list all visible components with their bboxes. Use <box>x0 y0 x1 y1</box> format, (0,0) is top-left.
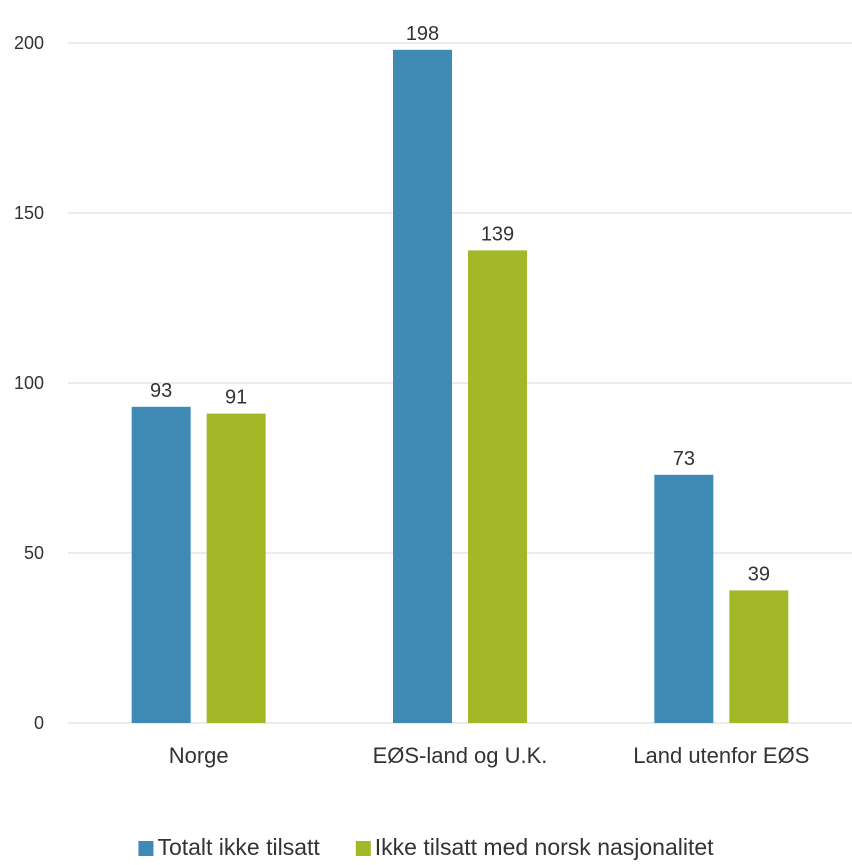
bar <box>131 406 191 723</box>
data-label: 73 <box>673 448 695 470</box>
y-tick-label: 200 <box>14 33 44 53</box>
data-labels: 93 91 198 139 73 39 <box>150 23 770 586</box>
y-tick-label: 100 <box>14 373 44 393</box>
data-label: 91 <box>225 387 247 409</box>
bar <box>729 590 789 723</box>
legend-label: Ikke tilsatt med norsk nasjonalitet <box>375 834 714 860</box>
x-axis-categories: Norge EØS-land og U.K. Land utenfor EØS <box>169 743 810 768</box>
bar <box>393 49 452 724</box>
y-tick-label: 150 <box>14 203 44 223</box>
category-label: EØS-land og U.K. <box>373 743 548 768</box>
bar <box>206 413 266 723</box>
y-tick-label: 50 <box>24 543 44 563</box>
category-label: Land utenfor EØS <box>633 743 809 768</box>
bar <box>468 250 527 723</box>
legend-swatch <box>138 841 154 856</box>
legend-swatch <box>355 841 371 856</box>
data-label: 39 <box>748 563 770 585</box>
data-label: 198 <box>406 23 439 45</box>
gridlines <box>68 42 852 724</box>
bar <box>654 474 714 723</box>
y-tick-label: 0 <box>34 713 44 733</box>
legend-item: Ikke tilsatt med norsk nasjonalitet <box>355 834 714 860</box>
data-label: 93 <box>150 380 172 402</box>
legend-item: Totalt ikke tilsatt <box>138 834 320 860</box>
legend: Totalt ikke tilsatt Ikke tilsatt med nors… <box>138 834 714 860</box>
bars <box>131 49 789 724</box>
y-axis-ticks: 0 50 100 150 200 <box>14 33 44 733</box>
data-label: 139 <box>481 223 514 245</box>
category-label: Norge <box>169 743 229 768</box>
legend-label: Totalt ikke tilsatt <box>157 834 320 860</box>
